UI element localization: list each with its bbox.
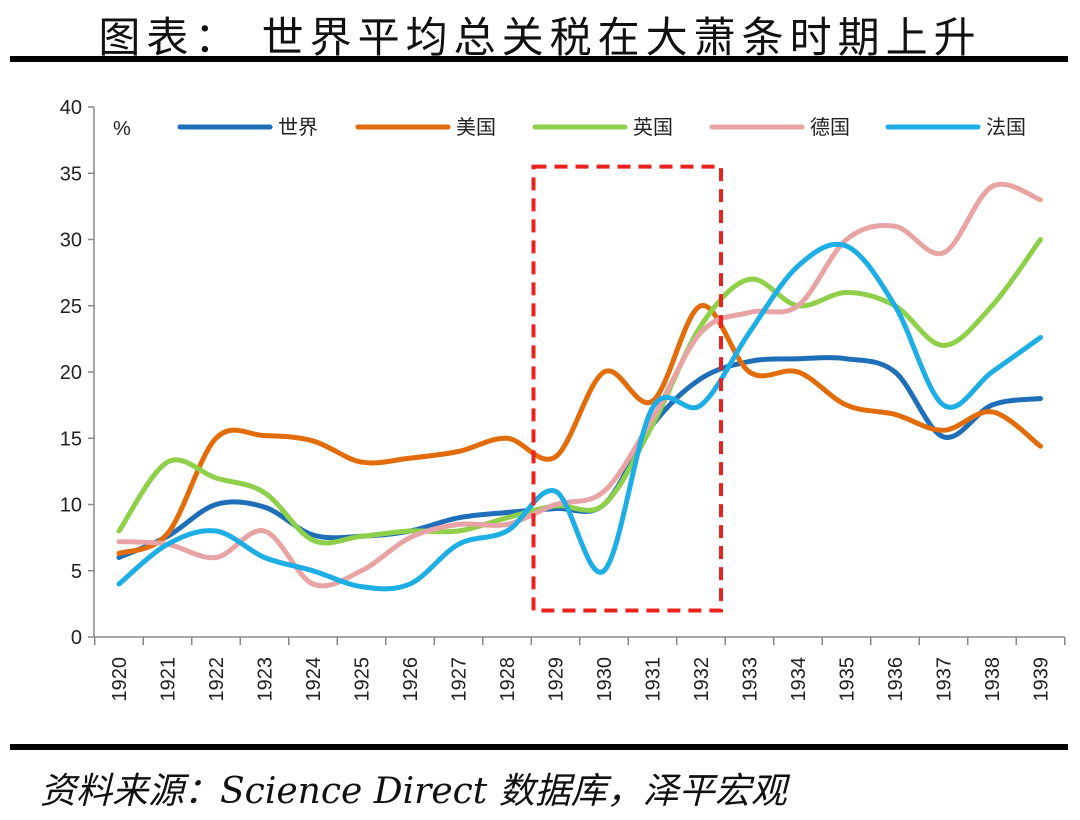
x-tick-label: 1929 bbox=[546, 657, 568, 702]
y-tick-label: 35 bbox=[60, 163, 82, 185]
y-tick-label: 10 bbox=[60, 495, 82, 517]
series-line-5 bbox=[116, 241, 1043, 592]
x-tick-label: 1921 bbox=[158, 657, 180, 702]
x-tick-label: 1937 bbox=[934, 657, 956, 702]
series-line-4 bbox=[116, 181, 1043, 589]
y-tick-label: 5 bbox=[71, 561, 82, 583]
series-line-1 bbox=[116, 355, 1043, 560]
x-tick-label: 1933 bbox=[740, 657, 762, 702]
x-tick-label: 1932 bbox=[691, 657, 713, 702]
legend-label-3: 英国 bbox=[633, 115, 673, 139]
x-tick-label: 1930 bbox=[594, 657, 616, 702]
x-tick-label: 1928 bbox=[497, 657, 519, 702]
y-tick-label: 25 bbox=[60, 296, 82, 318]
y-tick-label: 15 bbox=[60, 428, 82, 450]
x-tick-label: 1925 bbox=[352, 657, 374, 702]
x-tick-label: 1938 bbox=[982, 657, 1004, 702]
series-line-2 bbox=[116, 303, 1043, 556]
legend-label-2: 美国 bbox=[456, 115, 496, 139]
y-tick-label: 0 bbox=[71, 627, 82, 649]
page-title: 图表： 世界平均总关税在大萧条时期上升 bbox=[98, 13, 982, 62]
top-rule bbox=[10, 56, 1068, 62]
x-tick-label: 1926 bbox=[400, 657, 422, 702]
x-tick-label: 1931 bbox=[643, 657, 665, 702]
x-tick-label: 1920 bbox=[109, 657, 131, 702]
x-tick-label: 1927 bbox=[449, 657, 471, 702]
x-tick-label: 1924 bbox=[303, 657, 325, 702]
legend-label-1: 世界 bbox=[278, 115, 318, 139]
x-tick-label: 1935 bbox=[837, 657, 859, 702]
legend-label-4: 德国 bbox=[810, 115, 850, 139]
y-tick-label: 30 bbox=[60, 230, 82, 252]
highlight-dashed-box bbox=[531, 164, 723, 613]
x-tick-label: 1939 bbox=[1031, 657, 1053, 702]
bottom-rule bbox=[10, 744, 1068, 750]
series-line-3 bbox=[116, 237, 1043, 546]
x-tick-label: 1934 bbox=[788, 657, 810, 702]
y-unit-label: % bbox=[113, 118, 131, 140]
source-note: 资料来源：Science Direct 数据库，泽平宏观 bbox=[40, 771, 787, 812]
y-tick-label: 20 bbox=[60, 362, 82, 384]
legend-label-5: 法国 bbox=[986, 115, 1026, 139]
x-tick-label: 1923 bbox=[255, 657, 277, 702]
x-tick-label: 1936 bbox=[885, 657, 907, 702]
y-tick-label: 40 bbox=[60, 97, 82, 119]
x-tick-label: 1922 bbox=[206, 657, 228, 702]
